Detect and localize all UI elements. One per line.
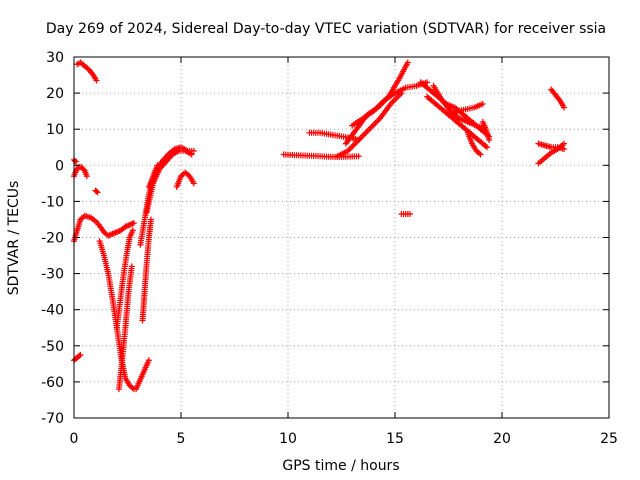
series-seg-c (71, 212, 116, 245)
series-seg-ab (479, 118, 493, 144)
y-tick-label: -70 (41, 411, 64, 427)
data-point (561, 104, 568, 111)
data-point (83, 173, 90, 180)
data-point (94, 189, 101, 196)
series-seg-s (334, 90, 405, 160)
series-seg-l (145, 144, 197, 190)
data-marks (71, 59, 568, 393)
x-tick-label: 10 (279, 431, 297, 447)
data-point (477, 151, 484, 158)
data-point (77, 351, 84, 358)
data-point (129, 227, 136, 234)
data-point (190, 147, 197, 154)
data-point (80, 166, 87, 173)
y-tick-label: -40 (41, 303, 64, 319)
data-point (406, 211, 413, 218)
data-point (484, 144, 491, 151)
y-tick-label: -50 (41, 339, 64, 355)
series-seg-o (71, 156, 80, 165)
y-tick-label: 30 (46, 50, 64, 66)
series-seg-h (133, 357, 152, 393)
data-point (190, 180, 197, 187)
data-point (355, 153, 362, 160)
data-point (479, 100, 486, 107)
y-tick-label: 20 (46, 86, 64, 102)
series-seg-z (445, 100, 486, 118)
series-seg-aa (464, 129, 484, 158)
data-point (148, 216, 155, 223)
data-point (486, 137, 493, 144)
data-point (76, 352, 83, 359)
series-seg-u (349, 79, 431, 129)
y-tick-label: -20 (41, 231, 64, 247)
data-point (93, 77, 100, 84)
series-seg-n (71, 351, 84, 364)
x-tick-labels: 0 5 10 15 20 25 (70, 431, 618, 447)
data-point (555, 95, 562, 102)
data-point (561, 146, 568, 153)
x-tick-label: 15 (386, 431, 404, 447)
y-tick-label: -10 (41, 194, 64, 210)
series-seg-ae (548, 86, 568, 111)
y-tick-label: -60 (41, 375, 64, 391)
series-seg-x (424, 93, 491, 151)
x-tick-label: 25 (600, 431, 618, 447)
x-tick-label: 5 (177, 431, 186, 447)
grid (74, 57, 609, 418)
series-seg-p (92, 187, 101, 196)
data-point (404, 59, 411, 66)
data-point (89, 70, 96, 77)
y-tick-labels: -70 -60 -50 -40 -30 -20 -10 0 10 20 30 (41, 50, 64, 427)
data-point (561, 140, 568, 147)
data-point (93, 188, 100, 195)
y-tick-label: 10 (46, 122, 64, 138)
series-seg-a (74, 59, 100, 84)
chart-title: Day 269 of 2024, Sidereal Day-to-day VTE… (46, 21, 606, 37)
data-point (145, 357, 152, 364)
x-tick-label: 0 (70, 431, 79, 447)
data-point (424, 79, 431, 86)
series-seg-y (430, 82, 488, 133)
data-point (128, 263, 135, 270)
y-tick-label: -30 (41, 267, 64, 283)
series-seg-t (342, 59, 411, 147)
series-seg-m (173, 169, 197, 190)
y-tick-label: 0 (55, 158, 64, 174)
series-seg-f (115, 263, 135, 393)
series-seg-d (109, 220, 137, 237)
x-tick-label: 20 (493, 431, 511, 447)
y-axis-label: SDTVAR / TECUs (6, 181, 22, 296)
series-seg-ad (535, 140, 568, 153)
series-seg-q (280, 151, 362, 160)
series-seg-i (139, 216, 155, 324)
x-axis-label: GPS time / hours (282, 458, 399, 474)
axis-ticks (73, 56, 610, 419)
series-seg-g (113, 227, 136, 331)
data-point (130, 220, 137, 227)
data-point (72, 157, 79, 164)
series-seg-v (398, 211, 413, 218)
